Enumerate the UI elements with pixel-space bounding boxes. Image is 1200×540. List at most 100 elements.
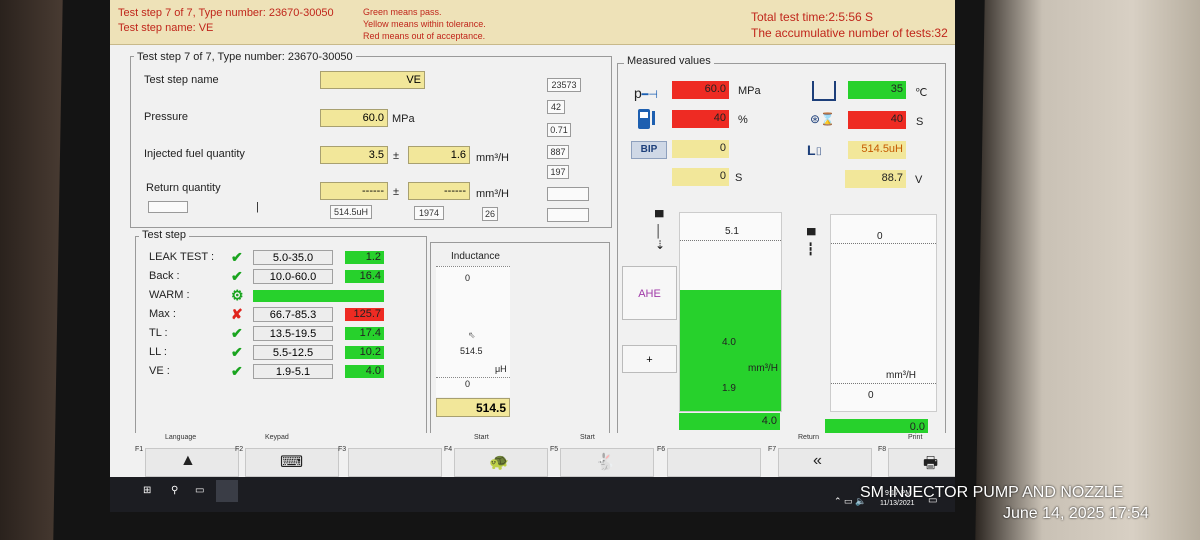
separator: | — [256, 201, 259, 213]
keyboard-icon: ⌨ — [280, 454, 304, 471]
voltage-measured: 88.7 — [845, 170, 906, 188]
ahe-button[interactable]: AHE — [622, 266, 677, 320]
inductance-top-value: 0 — [465, 273, 471, 283]
function-key-code: F7 — [768, 446, 777, 453]
rabbit-icon: 🐇 — [595, 454, 615, 471]
pressure-field[interactable]: 60.0 — [320, 109, 388, 127]
test-step-range: 66.7-85.3 — [253, 307, 333, 322]
injected-tolerance-field[interactable]: 1.6 — [408, 146, 470, 164]
voltage-unit: V — [915, 174, 923, 186]
function-key-label: Print — [908, 434, 923, 441]
function-key-label: Start — [474, 434, 489, 441]
nozzle-icon-left: ▀ │ ⇣ — [655, 210, 666, 252]
pressure-measured: 60.0 — [672, 81, 729, 99]
gauge-right-unit: mm³/H — [886, 370, 916, 381]
test-step-name: LEAK TEST : — [149, 251, 215, 263]
function-key-f8[interactable] — [888, 448, 955, 477]
task-view-icon[interactable]: ▭ — [195, 485, 205, 496]
header-step-info: Test step 7 of 7, Type number: 23670-300… — [118, 7, 334, 19]
test-step-name: VE : — [149, 365, 170, 377]
side-box-7 — [547, 208, 589, 222]
small-count-box: 26 — [482, 207, 498, 221]
inductance-mid-value: 514.5 — [460, 346, 483, 356]
test-step-range: 13.5-19.5 — [253, 326, 333, 341]
gauge-right-lower-limit — [831, 383, 936, 384]
return-quantity-label: Return quantity — [146, 182, 221, 194]
function-key-label: Keypad — [265, 434, 289, 441]
step-name-label: Test step name — [144, 74, 219, 86]
return-indicator-box — [148, 201, 188, 213]
status-header: Test step 7 of 7, Type number: 23670-300… — [110, 0, 955, 45]
side-box-3: 0.71 — [547, 123, 571, 137]
side-box-6 — [547, 187, 589, 201]
plus-button[interactable]: + — [622, 345, 677, 373]
nozzle-icon-right: ▀ ┇ — [807, 228, 816, 256]
room-background-right — [975, 0, 1200, 540]
person-icon: ▲ — [180, 452, 196, 469]
gauge-left-value: 4.0 — [722, 337, 736, 348]
side-box-5: 197 — [547, 165, 569, 179]
injected-quantity-field[interactable]: 3.5 — [320, 146, 388, 164]
count-box: 1974 — [414, 206, 444, 220]
gauge-right-top-value: 0 — [877, 231, 883, 242]
tray-icons[interactable]: ⌃ ▭ 🔈 — [834, 496, 867, 506]
inductance-unit: μH — [495, 364, 507, 374]
test-step-value: 10.2 — [345, 346, 384, 359]
gauge-right-readout: 0.0 — [825, 419, 928, 436]
pressure-unit: MPa — [392, 113, 415, 125]
windows-start-icon[interactable]: ⊞ — [143, 485, 152, 496]
legend-green: Green means pass. — [363, 7, 442, 17]
cross-icon: ✘ — [231, 306, 243, 322]
windows-taskbar: ⊞ ⚲ ▭ ⌃ ▭ 🔈 9:17 PM 11/13/2021 ▭ — [110, 477, 955, 512]
injected-quantity-unit: mm³/H — [476, 152, 509, 164]
gauge-right-upper-limit — [831, 243, 936, 244]
quantity-gauge-right — [830, 214, 937, 412]
step-name-field[interactable]: VE — [320, 71, 425, 89]
side-box-4: 887 — [547, 145, 569, 159]
gauge-left-readout: 4.0 — [679, 413, 780, 430]
test-step-range: 5.5-12.5 — [253, 345, 333, 360]
search-icon[interactable]: ⚲ — [171, 485, 179, 496]
taskbar-time: 9:17 PM — [885, 490, 912, 497]
inductance-gauge — [436, 266, 510, 397]
check-icon: ✔ — [231, 363, 243, 379]
inductance-baseline — [436, 377, 510, 378]
return-quantity-unit: mm³/H — [476, 188, 509, 200]
function-key-f2[interactable] — [245, 448, 339, 477]
pump-percent-measured: 40 — [672, 110, 729, 128]
legend-red: Red means out of acceptance. — [363, 31, 486, 41]
gauge-left-upper-limit — [680, 240, 781, 241]
brand-watermark: SM INJECTOR PUMP AND NOZZLE — [860, 484, 1124, 501]
s-unit: S — [735, 172, 743, 184]
gauge-right-low-value: 0 — [868, 390, 874, 401]
side-box-2: 42 — [547, 100, 565, 114]
pump-percent-unit: % — [738, 114, 748, 126]
function-key-code: F2 — [235, 446, 244, 453]
return-tolerance-field[interactable]: ------ — [408, 182, 470, 200]
function-key-f1[interactable] — [145, 448, 239, 477]
test-step-name: Max : — [149, 308, 176, 320]
function-key-f6[interactable] — [667, 448, 761, 477]
notification-icon[interactable]: ▭ — [928, 495, 938, 506]
test-step-name: TL : — [149, 327, 168, 339]
return-quantity-field[interactable]: ------ — [320, 182, 388, 200]
function-key-f7[interactable] — [778, 448, 872, 477]
app-taskbar-icon[interactable] — [216, 480, 238, 502]
function-key-f4[interactable] — [454, 448, 548, 477]
quantity-gauge-left — [679, 212, 782, 412]
test-bench-screen: Test step 7 of 7, Type number: 23670-300… — [110, 0, 955, 512]
inductance-readout: 514.5 — [436, 398, 510, 417]
gauge-left-low-value: 1.9 — [722, 383, 736, 394]
test-step-range: 5.0-35.0 — [253, 250, 333, 265]
function-key-f5[interactable] — [560, 448, 654, 477]
function-key-code: F6 — [657, 446, 666, 453]
return-arrows-icon: « — [813, 452, 822, 469]
function-key-code: F8 — [878, 446, 887, 453]
legend-yellow: Yellow means within tolerance. — [363, 19, 486, 29]
inductance-icon: L⌷ — [807, 142, 823, 158]
test-step-title: Test step — [139, 229, 190, 241]
test-step-value: 17.4 — [345, 327, 384, 340]
function-key-f3[interactable] — [348, 448, 442, 477]
test-step-value: 125.7 — [345, 308, 384, 321]
measured-values-title: Measured values — [624, 55, 714, 67]
